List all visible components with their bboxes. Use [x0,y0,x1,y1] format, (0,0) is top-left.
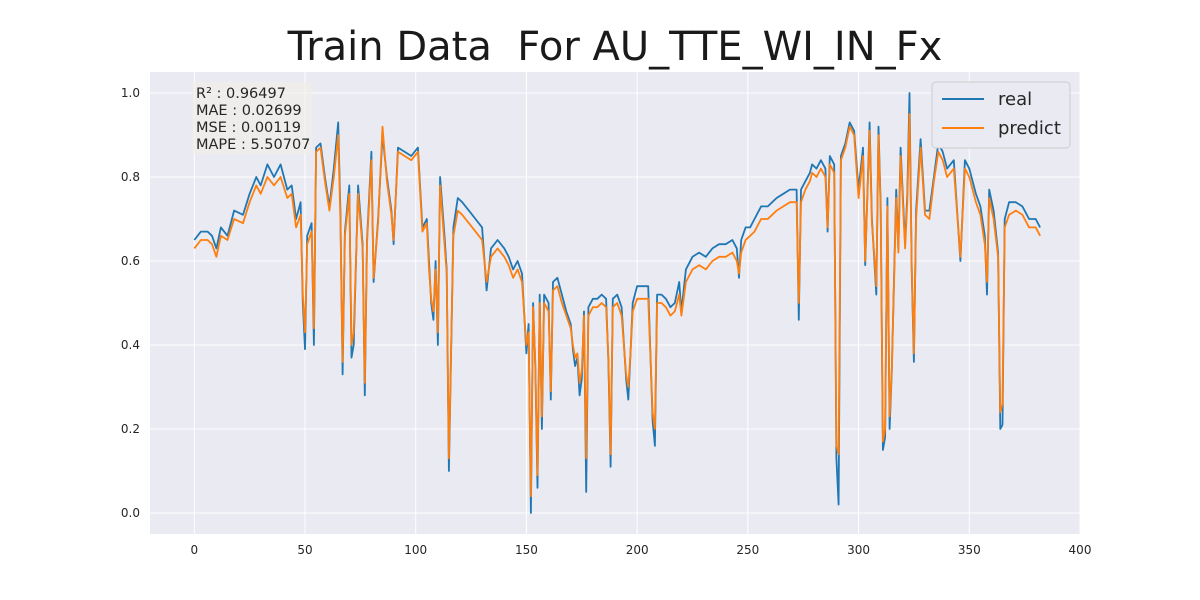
x-tick-label: 350 [958,543,981,557]
metric-r2: R² : 0.96497 [196,86,286,102]
y-tick-label: 0.4 [121,338,140,352]
metrics-background [192,82,312,154]
y-tick-label: 1.0 [121,86,140,100]
series-line-predict [193,113,1041,498]
x-tick-label: 50 [297,543,312,557]
x-axis: 0 50 100 150 200 250 300 350 400 [190,543,1091,557]
x-tick-label: 300 [847,543,870,557]
x-tick-label: 250 [736,543,759,557]
x-tick-label: 400 [1069,543,1092,557]
chart-title: Train Data For AU_TTE_WI_IN_Fx [287,24,943,70]
metric-mape: MAPE : 5.50707 [196,137,310,153]
x-tick-label: 100 [404,543,427,557]
y-axis: 0.0 0.2 0.4 0.6 0.8 1.0 [121,86,140,520]
y-tick-label: 0.8 [121,170,140,184]
y-tick-label: 0.6 [121,254,140,268]
legend: real predict [931,81,1071,149]
x-tick-label: 150 [515,543,538,557]
legend-label-predict: predict [998,118,1061,139]
metrics-box: R² : 0.96497 MAE : 0.02699 MSE : 0.00119… [192,82,312,154]
y-tick-label: 0.0 [121,506,140,520]
metric-mse: MSE : 0.00119 [196,120,301,136]
series-layer [193,92,1041,514]
metric-mae: MAE : 0.02699 [196,103,302,119]
y-tick-label: 0.2 [121,422,140,436]
x-tick-label: 0 [190,543,198,557]
x-tick-label: 200 [626,543,649,557]
legend-label-real: real [998,89,1032,110]
